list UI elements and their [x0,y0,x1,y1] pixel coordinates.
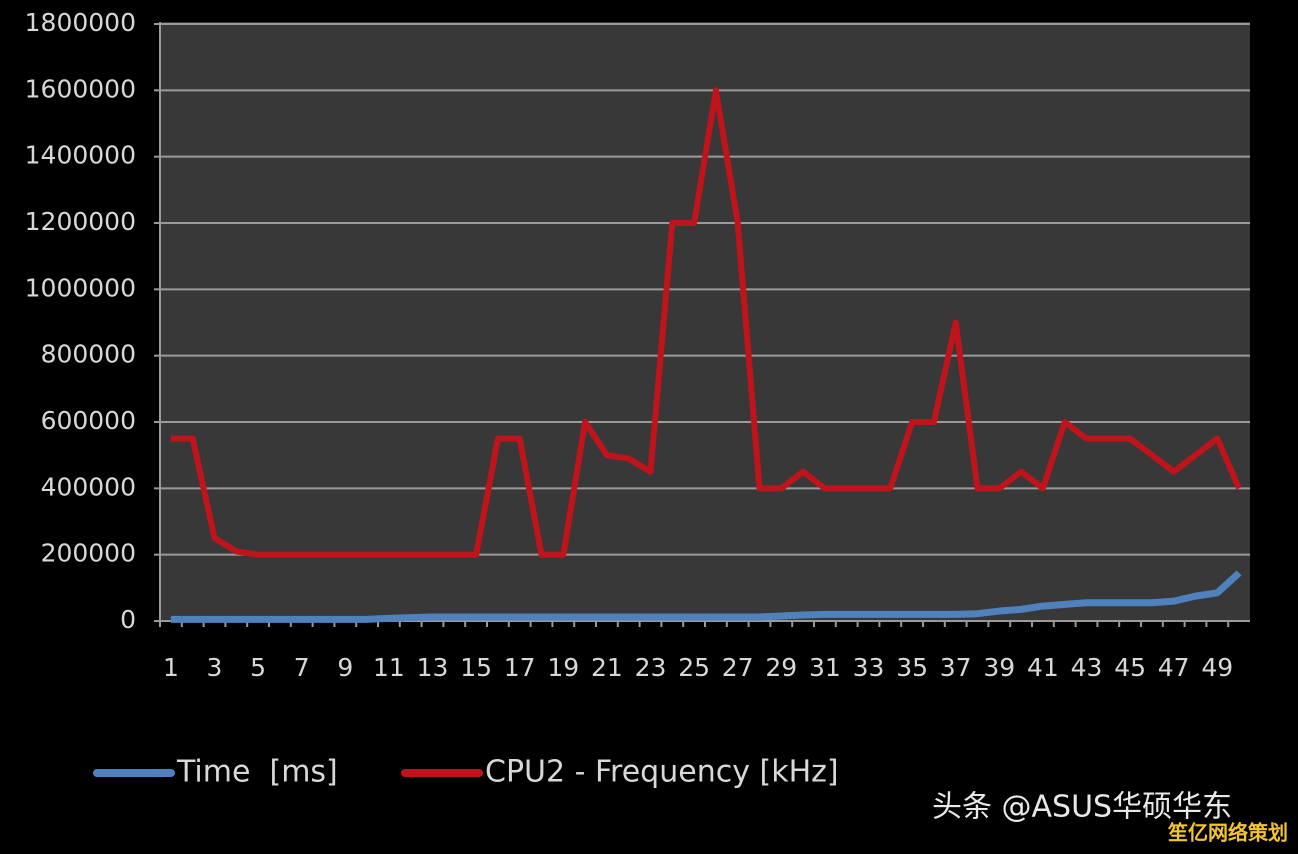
x-tick-label: 7 [294,653,310,682]
x-tick-label: 29 [765,653,797,682]
x-tick-label: 21 [591,653,623,682]
y-tick-label: 1800000 [25,8,136,37]
x-tick-label: 5 [250,653,266,682]
x-tick-label: 39 [983,653,1015,682]
y-tick-label: 1200000 [25,207,136,236]
watermark: 笙亿网络策划 [1167,821,1288,845]
y-tick-label: 1600000 [25,74,136,103]
legend-label: Time [ms] [176,755,338,790]
x-tick-label: 35 [896,653,928,682]
x-tick-label: 47 [1158,653,1190,682]
x-tick-label: 15 [460,653,492,682]
x-tick-label: 19 [547,653,579,682]
x-tick-label: 41 [1027,653,1059,682]
series-line [170,570,1242,623]
y-tick-label: 0 [120,605,136,634]
x-tick-label: 17 [504,653,536,682]
x-tick-label: 33 [853,653,885,682]
x-tick-label: 43 [1071,653,1103,682]
y-tick-label: 1400000 [25,141,136,170]
watermark: 头条 @ASUS华硕华东 [932,790,1232,825]
x-tick-label: 1 [163,653,179,682]
legend-label: CPU2 - Frequency [kHz] [485,755,839,790]
y-tick-label: 800000 [41,340,136,369]
x-tick-label: 11 [373,653,405,682]
x-tick-label: 45 [1114,653,1146,682]
plot-area [160,22,1250,621]
x-tick-label: 25 [678,653,710,682]
y-tick-label: 600000 [41,406,136,435]
x-tick-label: 9 [337,653,353,682]
y-tick-label: 200000 [41,539,136,568]
y-tick-label: 400000 [41,472,136,501]
x-tick-label: 31 [809,653,841,682]
x-tick-label: 27 [722,653,754,682]
x-tick-label: 13 [417,653,449,682]
series-line [170,87,1242,558]
x-tick-label: 23 [635,653,667,682]
x-tick-label: 49 [1201,653,1233,682]
x-tick-label: 37 [940,653,972,682]
y-tick-label: 1000000 [25,273,136,302]
x-tick-label: 3 [207,653,223,682]
